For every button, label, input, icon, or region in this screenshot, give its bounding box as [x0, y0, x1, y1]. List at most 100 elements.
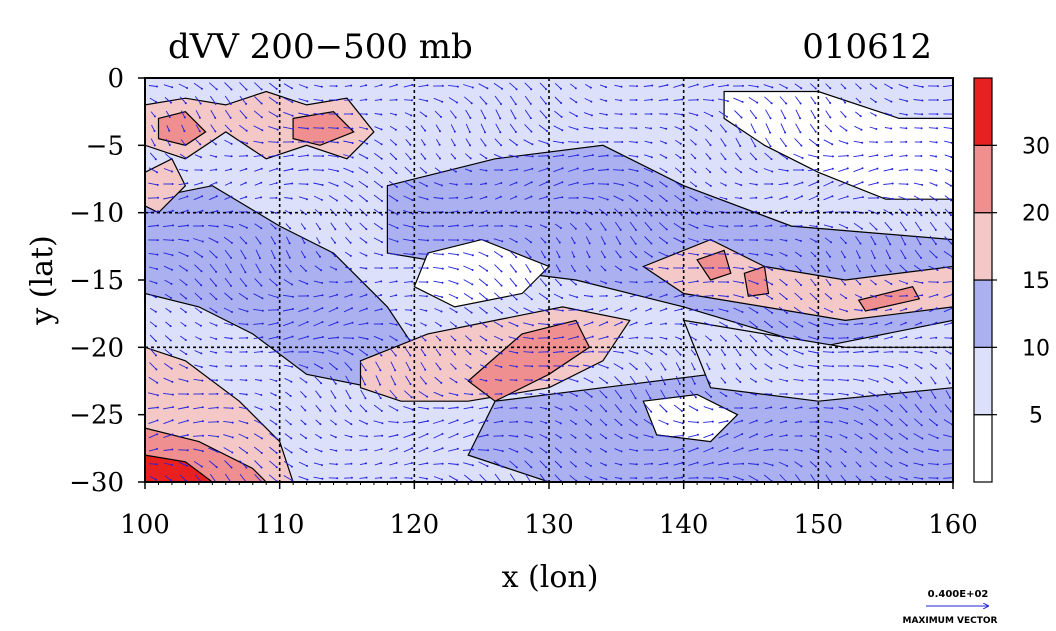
wind-vector-head: [365, 422, 368, 425]
wind-vector-head: [546, 167, 549, 170]
wind-vector: [929, 307, 937, 313]
wind-vector-head: [740, 197, 743, 200]
wind-vector: [509, 237, 517, 243]
wind-vector: [404, 335, 412, 341]
wind-vector: [329, 419, 337, 425]
wind-vector: [315, 222, 321, 230]
wind-vector-head: [651, 436, 654, 439]
wind-vector-head: [531, 365, 534, 368]
wind-vector: [359, 294, 367, 298]
wind-vector-head: [680, 213, 683, 216]
wind-vector-head: [230, 181, 232, 184]
wind-vector: [373, 420, 383, 424]
wind-vector-head: [336, 141, 339, 144]
wind-vector: [569, 83, 577, 89]
wind-vector-head: [650, 322, 653, 325]
wind-vector-head: [709, 184, 712, 187]
wind-vector-head: [454, 116, 457, 119]
wind-vector: [585, 433, 591, 439]
wind-vector-head: [651, 185, 654, 188]
wind-vector: [718, 433, 728, 439]
wind-vector-head: [381, 200, 383, 202]
y-axis: 0−5−10−15−20−25−30: [69, 64, 145, 498]
wind-vector: [779, 137, 787, 147]
wind-vector: [373, 237, 383, 243]
wind-vector-head: [365, 410, 368, 413]
colorbar-segment: [973, 212, 993, 281]
wind-vector-head: [276, 115, 279, 118]
wind-vector: [853, 140, 863, 144]
wind-vector-head: [559, 436, 562, 439]
wind-vector: [298, 279, 308, 285]
wind-vector-head: [921, 450, 924, 453]
wind-vector-head: [501, 420, 504, 423]
wind-vector-head: [411, 280, 413, 283]
wind-vector: [718, 239, 728, 241]
wind-vector: [209, 307, 217, 313]
wind-vector: [328, 168, 338, 172]
wind-vector-head: [349, 383, 352, 386]
wind-vector: [778, 83, 788, 89]
wind-vector-head: [756, 311, 759, 314]
wind-vector: [734, 334, 742, 342]
wind-vector-head: [800, 449, 803, 452]
wind-vector-head: [889, 257, 891, 260]
wind-vector-head: [890, 451, 893, 454]
wind-vector-head: [322, 155, 324, 157]
wind-vector-head: [215, 324, 218, 327]
wind-vector-head: [381, 422, 384, 425]
wind-vector-head: [396, 240, 399, 243]
wind-vector: [405, 361, 411, 371]
wind-vector: [480, 138, 486, 146]
wind-vector-head: [453, 144, 456, 147]
wind-vector-head: [486, 255, 489, 257]
wind-vector: [420, 335, 426, 341]
wind-vector: [853, 419, 863, 425]
wind-vector: [720, 138, 726, 146]
wind-vector-head: [558, 256, 561, 259]
wind-vector-head: [606, 321, 609, 324]
y-tick-label: 0: [107, 64, 124, 94]
wind-vector-head: [891, 366, 894, 368]
x-tick-label: 140: [659, 510, 709, 540]
wind-vector-head: [156, 381, 159, 384]
wind-vector-head: [440, 184, 443, 187]
wind-vector-head: [858, 270, 861, 273]
wind-vector: [643, 419, 653, 425]
wind-vector: [778, 449, 788, 451]
wind-vector: [658, 266, 668, 270]
wind-vector-head: [486, 434, 489, 436]
wind-vector-head: [171, 406, 174, 409]
wind-vector-head: [439, 353, 442, 356]
wind-vector: [298, 321, 308, 327]
wind-vector-head: [245, 226, 248, 229]
wind-vector-head: [650, 242, 653, 245]
wind-vector-head: [815, 297, 818, 300]
wind-vector: [794, 448, 802, 452]
wind-vector-head: [471, 224, 474, 227]
wind-vector: [314, 376, 322, 384]
wind-vector: [224, 460, 232, 468]
wind-vector: [510, 109, 516, 119]
wind-vector: [240, 249, 246, 259]
wind-vector: [223, 447, 233, 453]
wind-vector-head: [635, 127, 638, 130]
wind-vector: [943, 293, 953, 299]
x-tick-label: 130: [524, 510, 574, 540]
wind-vector-head: [336, 321, 339, 324]
wind-vector: [268, 294, 278, 298]
wind-vector: [688, 405, 698, 411]
wind-vector: [283, 97, 293, 103]
wind-vector-head: [726, 420, 729, 422]
wind-vector: [478, 225, 488, 227]
wind-vector-head: [171, 268, 173, 271]
wind-vector-head: [561, 141, 564, 144]
wind-vector-head: [935, 256, 938, 259]
wind-vector: [313, 336, 323, 340]
wind-vector-head: [635, 321, 638, 324]
wind-vector: [748, 97, 758, 103]
wind-vector: [193, 461, 203, 467]
wind-vector: [359, 237, 367, 243]
wind-vector: [883, 154, 893, 158]
wind-vector-head: [561, 297, 564, 299]
